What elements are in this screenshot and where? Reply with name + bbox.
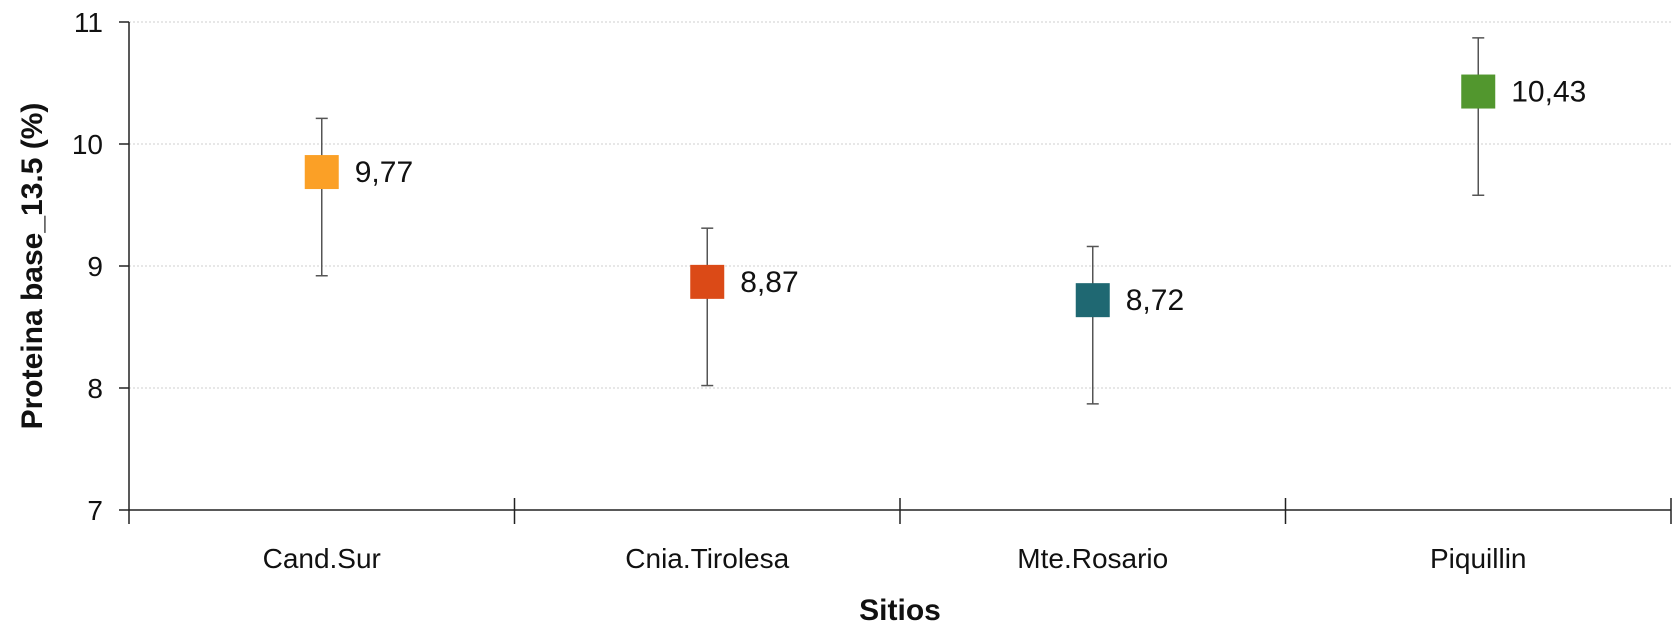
x-axis-title: Sitios [859, 594, 941, 627]
point-marker [1461, 74, 1496, 109]
data-points: 9,77 8,87 8,72 10,43 [304, 37, 1586, 405]
data-label: 10,43 [1511, 76, 1586, 109]
x-axis-ticks: Cand.Sur Cnia.Tirolesa Mte.Rosario Piquilli… [263, 498, 1672, 574]
data-label: 9,77 [355, 156, 413, 189]
gridlines [129, 21, 1671, 389]
x-tick-label: Cnia.Tirolesa [625, 543, 789, 574]
point-marker [690, 264, 725, 299]
y-axis-ticks: 7 8 9 10 11 [72, 7, 129, 526]
x-tick-label: Cand.Sur [263, 543, 381, 574]
data-label: 8,72 [1126, 284, 1184, 317]
y-axis-title: Proteina base_13.5 (%) [16, 103, 49, 430]
x-tick-label: Mte.Rosario [1017, 543, 1168, 574]
data-label: 8,87 [740, 266, 798, 299]
axes [128, 22, 1671, 524]
y-tick-label: 8 [87, 373, 103, 404]
y-tick-label: 11 [74, 7, 103, 38]
point-marker [1075, 283, 1110, 318]
y-tick-label: 9 [87, 251, 103, 282]
y-tick-label: 7 [87, 495, 103, 526]
point-marker [304, 155, 339, 190]
y-tick-label: 10 [72, 129, 103, 160]
x-tick-label: Piquillin [1430, 543, 1527, 574]
